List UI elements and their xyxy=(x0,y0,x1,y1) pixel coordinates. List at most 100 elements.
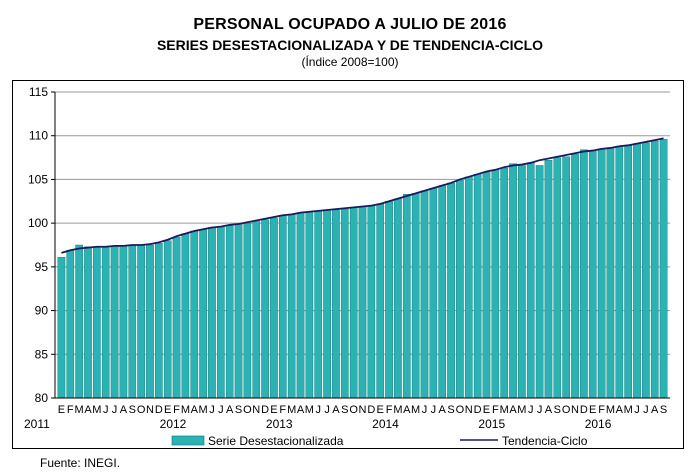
x-month-label: S xyxy=(341,404,348,416)
bar xyxy=(571,153,579,399)
bar xyxy=(163,240,172,399)
x-month-label: O xyxy=(349,404,358,416)
bar xyxy=(57,257,66,399)
bar xyxy=(172,236,181,399)
x-year-label: 2014 xyxy=(372,417,399,431)
x-month-label: D xyxy=(367,404,375,416)
bar xyxy=(199,229,207,399)
bar xyxy=(429,187,438,399)
x-month-label: M xyxy=(305,404,314,416)
bar xyxy=(128,245,137,399)
x-month-label: F xyxy=(386,404,393,416)
trend-line xyxy=(61,137,664,254)
x-month-label: S xyxy=(554,404,561,416)
bar xyxy=(509,163,517,399)
x-month-label: M xyxy=(624,404,633,416)
x-month-label: J xyxy=(422,404,428,416)
bar xyxy=(633,143,641,399)
bar xyxy=(544,159,553,399)
x-month-label: M xyxy=(500,404,509,416)
bar xyxy=(137,244,145,399)
legend-bar-swatch xyxy=(171,435,205,446)
x-year-label: 2016 xyxy=(585,417,612,431)
x-month-label: M xyxy=(181,404,190,416)
x-year-label: 2012 xyxy=(160,417,187,431)
x-month-label: J xyxy=(634,404,640,416)
x-month-label: F xyxy=(173,404,180,416)
bar xyxy=(394,198,402,399)
x-month-label: A xyxy=(297,404,305,416)
bar xyxy=(287,214,296,399)
trend-series xyxy=(61,137,664,254)
x-month-label: N xyxy=(252,404,260,416)
x-month-label: N xyxy=(571,404,579,416)
bar xyxy=(535,165,544,399)
x-month-label: J xyxy=(315,404,321,416)
bar xyxy=(402,194,411,399)
bar xyxy=(243,222,252,399)
bar xyxy=(323,209,331,399)
x-month-label: O xyxy=(137,404,146,416)
x-month-label: J xyxy=(112,404,118,416)
bar xyxy=(208,227,216,399)
x-year-label: 2015 xyxy=(478,417,505,431)
x-month-label: F xyxy=(279,404,286,416)
bar xyxy=(367,205,376,399)
y-tick-label: 95 xyxy=(35,260,49,274)
x-month-label: A xyxy=(651,404,659,416)
chart-subtitle: SERIES DESESTACIONALIZADA Y DE TENDENCIA… xyxy=(156,37,544,53)
bar xyxy=(332,208,340,399)
x-month-label: M xyxy=(92,404,101,416)
y-tick-label: 90 xyxy=(35,304,49,318)
x-month-label: J xyxy=(643,404,649,416)
x-month-label: A xyxy=(616,404,624,416)
bar xyxy=(518,165,526,399)
bar xyxy=(349,207,358,399)
x-month-label: D xyxy=(580,404,588,416)
index-note: (Índice 2008=100) xyxy=(301,55,399,69)
bar xyxy=(456,180,464,399)
bar xyxy=(146,244,154,399)
x-month-label: M xyxy=(199,404,208,416)
bar xyxy=(420,190,429,399)
x-month-label: J xyxy=(103,404,109,416)
bar xyxy=(597,148,606,399)
x-month-label: D xyxy=(261,404,269,416)
bar xyxy=(270,217,278,399)
bar xyxy=(93,246,101,399)
x-month-label: E xyxy=(58,404,65,416)
chart-title: PERSONAL OCUPADO A JULIO DE 2016 xyxy=(193,16,507,33)
x-month-label: S xyxy=(447,404,454,416)
bar xyxy=(642,142,650,399)
x-month-label: S xyxy=(235,404,242,416)
y-tick-label: 100 xyxy=(28,216,48,230)
x-month-label: J xyxy=(218,404,224,416)
x-month-label: A xyxy=(191,404,199,416)
bar xyxy=(305,211,314,399)
bar xyxy=(358,206,367,399)
bar xyxy=(615,146,624,399)
bar xyxy=(155,243,163,399)
x-month-label: A xyxy=(545,404,553,416)
bar xyxy=(650,140,659,399)
x-month-label: F xyxy=(492,404,499,416)
x-month-label: N xyxy=(146,404,154,416)
x-month-label: O xyxy=(562,404,571,416)
x-month-label: F xyxy=(598,404,605,416)
x-month-label: J xyxy=(528,404,534,416)
bar xyxy=(225,225,234,399)
chart-frame xyxy=(12,80,684,449)
bar xyxy=(491,169,500,399)
x-month-label: E xyxy=(377,404,384,416)
bar xyxy=(526,162,535,399)
y-tick-label: 85 xyxy=(35,347,49,361)
x-month-label: S xyxy=(660,404,667,416)
bar xyxy=(580,149,588,399)
x-month-label: N xyxy=(465,404,473,416)
x-month-label: M xyxy=(606,404,615,416)
y-tick-label: 80 xyxy=(35,391,49,405)
bar xyxy=(411,193,420,399)
bar xyxy=(119,245,128,399)
bar xyxy=(385,201,393,399)
